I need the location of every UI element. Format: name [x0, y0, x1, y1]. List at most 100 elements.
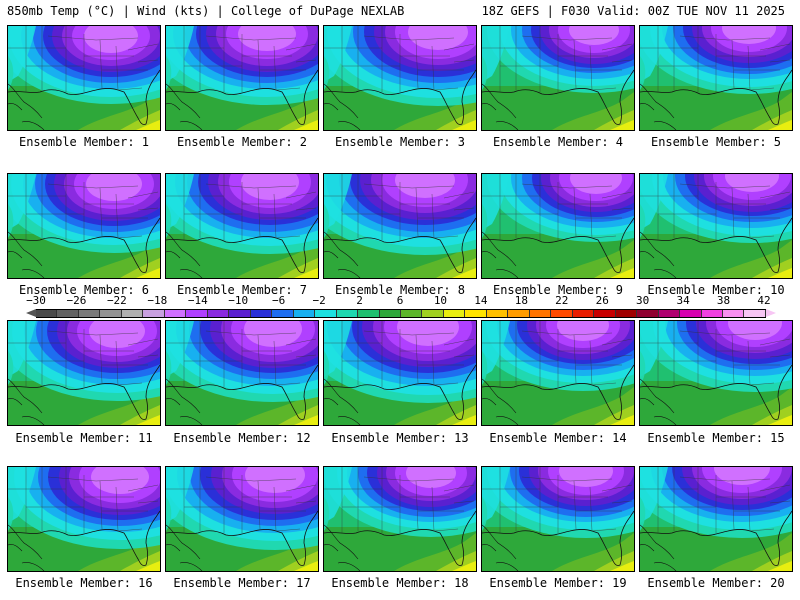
ensemble-member-map	[481, 320, 635, 426]
ensemble-member-map	[639, 320, 793, 426]
colorbar-tick-label: 42	[757, 294, 771, 307]
colorbar-segment	[315, 310, 337, 317]
ensemble-member-map	[7, 320, 161, 426]
ensemble-member-map	[7, 466, 161, 572]
ensemble-member-label: Ensemble Member: 17	[173, 576, 311, 590]
colorbar-segment	[379, 310, 401, 317]
colorbar-segment	[57, 310, 79, 317]
colorbar-tick-label: −6	[272, 294, 286, 307]
colorbar-segment	[486, 310, 509, 317]
ensemble-member-map	[481, 466, 635, 572]
colorbar-low-arrow	[26, 309, 36, 317]
colorbar-tick-label: −26	[66, 294, 87, 307]
colorbar-tick-label: 22	[555, 294, 569, 307]
ensemble-member-map	[165, 466, 319, 572]
ensemble-member-map	[639, 466, 793, 572]
colorbar-segment	[36, 310, 58, 317]
ensemble-member-label: Ensemble Member: 13	[331, 431, 469, 445]
colorbar-segment	[358, 310, 380, 317]
colorbar-segment	[465, 310, 487, 317]
ensemble-member-label: Ensemble Member: 6	[18, 283, 150, 297]
ensemble-member-map	[639, 25, 793, 131]
ensemble-member-label: Ensemble Member: 12	[173, 431, 311, 445]
ensemble-member-label: Ensemble Member: 8	[334, 283, 466, 297]
colorbar-segment	[250, 310, 273, 317]
ensemble-member-map	[165, 320, 319, 426]
ensemble-member-map	[323, 173, 477, 279]
ensemble-member-map	[323, 25, 477, 131]
colorbar-segment	[443, 310, 466, 317]
colorbar-segment	[680, 310, 702, 317]
colorbar-segment	[723, 310, 745, 317]
colorbar-tick-label: 38	[716, 294, 731, 307]
colorbar-segment	[572, 310, 595, 317]
colorbar-segment	[637, 310, 659, 317]
colorbar-tick-label: −30	[26, 294, 46, 307]
ensemble-member-label: Ensemble Member: 19	[489, 576, 627, 590]
colorbar-tick-label: −10	[228, 294, 249, 307]
colorbar-segment	[293, 310, 316, 317]
ensemble-member-label: Ensemble Member: 2	[176, 135, 308, 149]
colorbar-tick-label: 30	[636, 294, 650, 307]
ensemble-member-label: Ensemble Member: 15	[647, 431, 785, 445]
colorbar-segment	[143, 310, 165, 317]
colorbar-segment	[551, 310, 573, 317]
colorbar-tick-label: −18	[147, 294, 168, 307]
colorbar-tick-label: 2	[356, 294, 363, 307]
colorbar-segment	[701, 310, 723, 317]
ensemble-member-label: Ensemble Member: 3	[334, 135, 466, 149]
ensemble-member-map	[7, 173, 161, 279]
colorbar-tick-label: 34	[676, 294, 690, 307]
ensemble-member-label: Ensemble Member: 14	[489, 431, 627, 445]
colorbar-segment	[272, 310, 294, 317]
colorbar-segment	[78, 310, 101, 317]
ensemble-member-label: Ensemble Member: 16	[15, 576, 153, 590]
ensemble-member-label: Ensemble Member: 18	[331, 576, 469, 590]
colorbar-segment	[121, 310, 144, 317]
ensemble-member-label: Ensemble Member: 9	[492, 283, 624, 297]
colorbar-strip	[36, 309, 766, 318]
ensemble-member-label: Ensemble Member: 10	[647, 283, 785, 297]
temperature-colorbar: −30 −26 −22 −18 −14 −10 −6 −2 2 6 10 14 18 22 26 30 34 38…	[0, 295, 800, 321]
ensemble-member-map	[481, 173, 635, 279]
colorbar-segment	[658, 310, 681, 317]
colorbar-segment	[229, 310, 251, 317]
ensemble-member-map	[165, 25, 319, 131]
colorbar-segment	[336, 310, 359, 317]
colorbar-tick-label: 14	[474, 294, 488, 307]
ensemble-member-map	[165, 173, 319, 279]
colorbar-tick-label: 18	[514, 294, 528, 307]
colorbar-high-arrow	[766, 309, 776, 317]
colorbar-segment	[594, 310, 616, 317]
colorbar-segment	[615, 310, 638, 317]
ensemble-member-map	[481, 25, 635, 131]
colorbar-tick-label: −14	[187, 294, 208, 307]
colorbar-segment	[529, 310, 552, 317]
ensemble-member-label: Ensemble Member: 11	[15, 431, 153, 445]
colorbar-segment	[186, 310, 208, 317]
ensemble-member-label: Ensemble Member: 5	[650, 135, 782, 149]
colorbar-segment	[100, 310, 122, 317]
colorbar-segment	[164, 310, 187, 317]
product-title: 850mb Temp (°C) | Wind (kts) | College o…	[7, 4, 405, 18]
colorbar-tick-label: −2	[312, 294, 326, 307]
ensemble-member-map	[7, 25, 161, 131]
run-valid-time: 18Z GEFS | F030 Valid: 00Z TUE NOV 11 20…	[481, 4, 785, 18]
ensemble-member-label: Ensemble Member: 1	[18, 135, 150, 149]
ensemble-member-map	[323, 466, 477, 572]
colorbar-tick-label: 26	[595, 294, 609, 307]
colorbar-tick-label: −22	[106, 294, 127, 307]
colorbar-segment	[744, 310, 766, 317]
ensemble-member-label: Ensemble Member: 7	[176, 283, 308, 297]
ensemble-member-map	[639, 173, 793, 279]
colorbar-tick-label: 10	[433, 294, 448, 307]
colorbar-segment	[207, 310, 230, 317]
ensemble-member-label: Ensemble Member: 20	[647, 576, 785, 590]
colorbar-segment	[422, 310, 444, 317]
ensemble-member-label: Ensemble Member: 4	[492, 135, 624, 149]
header: 850mb Temp (°C) | Wind (kts) | College o…	[0, 0, 800, 22]
colorbar-segment	[508, 310, 530, 317]
colorbar-tick-label: 6	[396, 294, 404, 307]
colorbar-segment	[400, 310, 423, 317]
ensemble-member-map	[323, 320, 477, 426]
